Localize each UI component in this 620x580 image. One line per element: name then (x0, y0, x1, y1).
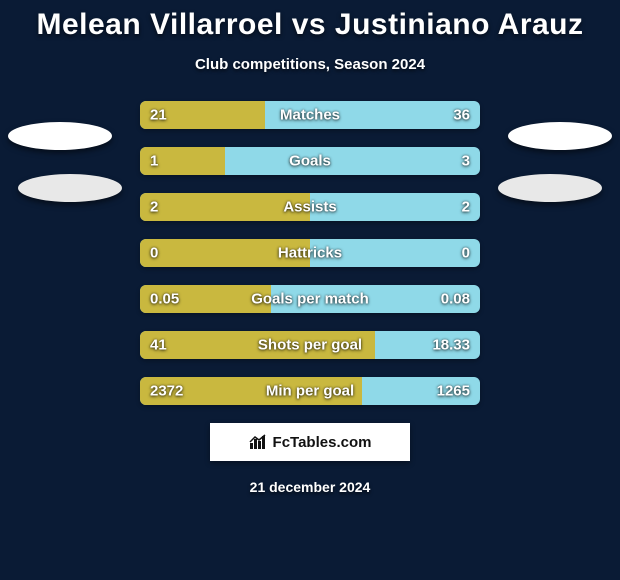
stat-label: Hattricks (140, 245, 480, 262)
brand-text: FcTables.com (273, 434, 372, 451)
stat-row: 4118.33Shots per goal (140, 331, 480, 359)
stat-row: 22Assists (140, 193, 480, 221)
player-right-marker (508, 122, 612, 150)
stat-row: 23721265Min per goal (140, 377, 480, 405)
stat-bars: 2136Matches 13Goals 22Assists 00Hattricks 0.… (140, 101, 480, 405)
stat-label: Goals per match (140, 291, 480, 308)
stat-label: Matches (140, 107, 480, 124)
player-left-marker (8, 122, 112, 150)
subtitle: Club competitions, Season 2024 (0, 56, 620, 73)
stat-row: 2136Matches (140, 101, 480, 129)
date-text: 21 december 2024 (0, 479, 620, 495)
chart-icon (249, 434, 267, 450)
stat-row: 00Hattricks (140, 239, 480, 267)
player-left-marker (18, 174, 122, 202)
stat-label: Assists (140, 199, 480, 216)
stat-row: 0.050.08Goals per match (140, 285, 480, 313)
page-title: Melean Villarroel vs Justiniano Arauz (0, 0, 620, 42)
stat-row: 13Goals (140, 147, 480, 175)
player-right-marker (498, 174, 602, 202)
stat-label: Goals (140, 153, 480, 170)
stat-label: Min per goal (140, 383, 480, 400)
stat-label: Shots per goal (140, 337, 480, 354)
brand-badge: FcTables.com (210, 423, 410, 461)
